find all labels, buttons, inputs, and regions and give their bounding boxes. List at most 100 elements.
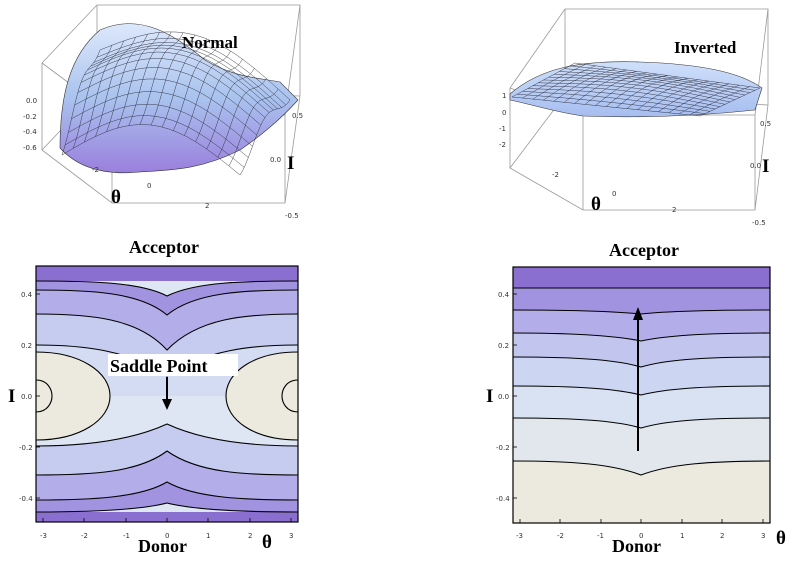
inverted-y-tick: 0.5	[760, 120, 771, 128]
normal-z-tick: -0.4	[23, 128, 37, 136]
normal-surface-theta-label: θ	[111, 187, 121, 208]
band-bottom-3	[36, 451, 298, 500]
inverted-contour-panel: Acceptor	[486, 240, 786, 556]
normal-contour-donor-label: Donor	[138, 536, 187, 556]
normal-contour-panel: Acceptor	[8, 237, 299, 556]
contour-line	[512, 309, 771, 315]
mesh-line	[543, 66, 606, 101]
mesh-line	[206, 68, 255, 150]
band-bottom-2	[36, 482, 298, 512]
mesh-line	[553, 68, 617, 102]
inverted-contour-x-tick: -3	[516, 532, 523, 540]
normal-surface-mesh	[61, 31, 291, 176]
mesh-line	[605, 75, 668, 107]
donor-to-acceptor-arrow	[633, 307, 643, 451]
mesh-line	[72, 45, 113, 149]
normal-contour-x-tick: -2	[81, 532, 88, 540]
contour-line	[512, 460, 771, 476]
mesh-line	[128, 31, 172, 126]
normal-contour-x-tick: 2	[248, 532, 252, 540]
inverted-contour-acceptor-label: Acceptor	[609, 240, 679, 260]
mesh-line	[658, 82, 719, 112]
inverted-y-tick: -0.5	[752, 219, 766, 227]
normal-contour-x-tick: -1	[123, 532, 130, 540]
mesh-line	[699, 87, 761, 117]
inverted-contour-x-tick: -2	[557, 532, 564, 540]
contour-line	[35, 280, 299, 297]
normal-x-tick: -2	[92, 166, 99, 174]
band-top-3	[36, 290, 298, 350]
mesh-line	[626, 78, 689, 109]
mesh-line	[637, 79, 699, 110]
contour-line	[225, 351, 299, 441]
mesh-line	[84, 40, 125, 143]
mesh-line	[647, 80, 709, 111]
inv-band-4	[513, 333, 770, 367]
contour-line	[35, 351, 111, 441]
band-top-deep	[36, 266, 298, 281]
inverted-contour-y-tick: 0.4	[498, 291, 510, 299]
normal-surface-i-label: I	[287, 153, 294, 174]
normal-contour-acceptor-label: Acceptor	[129, 237, 199, 257]
inv-band-7	[513, 418, 770, 475]
right-plateau	[226, 352, 298, 440]
mesh-line	[150, 34, 196, 126]
normal-y-tick: 0.5	[292, 112, 303, 120]
normal-contour-i-label: I	[8, 386, 15, 407]
normal-surface-panel: Normal 0.0 -0.2 -0.4 -0.6 -2 0 2 0.5 0.0…	[23, 4, 303, 220]
inverted-surface-panel: Inverted 1 0 -1 -2 -2 0 2 0.5 0.0 -0.5 θ…	[499, 8, 771, 227]
mesh-line	[161, 38, 208, 128]
contour-line	[512, 356, 771, 368]
mesh-line	[522, 64, 586, 99]
contour-line	[35, 450, 299, 476]
band-top-2	[36, 281, 298, 315]
contour-line	[512, 417, 771, 429]
inv-band-5	[513, 357, 770, 395]
mesh-line	[173, 44, 219, 131]
mesh-line	[239, 99, 291, 176]
normal-x-tick: 2	[205, 202, 209, 210]
normal-contour-y-tick: 0.4	[21, 291, 33, 299]
normal-saddle-surface	[59, 23, 299, 174]
normal-z-tick: 0.0	[26, 97, 37, 105]
normal-y-tick: -0.5	[285, 212, 299, 220]
mesh-line	[217, 78, 267, 158]
mesh-line	[564, 69, 627, 103]
mesh-line	[117, 32, 160, 129]
inv-band-1	[513, 267, 770, 288]
contour-line	[281, 379, 299, 413]
inverted-contour-x-tick: 0	[639, 532, 643, 540]
mesh-line	[678, 84, 740, 115]
inverted-contour-theta-label: θ	[776, 528, 786, 549]
mesh-line	[106, 34, 148, 132]
inverted-surface-i-label: I	[762, 156, 769, 177]
inverted-contour-x-tick: -1	[597, 532, 604, 540]
inverted-x-tick: 2	[672, 206, 676, 214]
normal-contour-ticks	[36, 293, 292, 522]
mesh-line	[616, 76, 678, 108]
mesh-line	[195, 59, 243, 142]
normal-contour-x-tick: -3	[40, 532, 47, 540]
inv-band-6	[513, 386, 770, 428]
inverted-contour-bands	[513, 267, 770, 475]
normal-contour-y-tick: 0.2	[21, 342, 32, 350]
contour-line	[35, 313, 299, 351]
inverted-z-tick: -1	[499, 125, 506, 133]
inverted-x-tick: -2	[552, 171, 559, 179]
mesh-line	[61, 49, 101, 156]
contour-line	[35, 502, 299, 513]
normal-contour-y-tick: -0.2	[19, 444, 33, 452]
mesh-line	[574, 71, 637, 104]
inverted-contour-y-tick: 0.0	[498, 393, 509, 401]
mesh-line	[184, 50, 231, 136]
inverted-x-tick: 0	[612, 190, 616, 198]
band-bottom-4	[36, 424, 298, 475]
normal-contour-y-tick: -0.4	[19, 495, 33, 503]
left-plateau	[36, 352, 110, 440]
mesh-line	[532, 65, 596, 100]
contour-line	[512, 332, 771, 342]
band-bottom-deep	[36, 512, 298, 522]
normal-z-tick: -0.6	[23, 144, 37, 152]
inverted-contour-y-tick: -0.4	[496, 495, 510, 503]
